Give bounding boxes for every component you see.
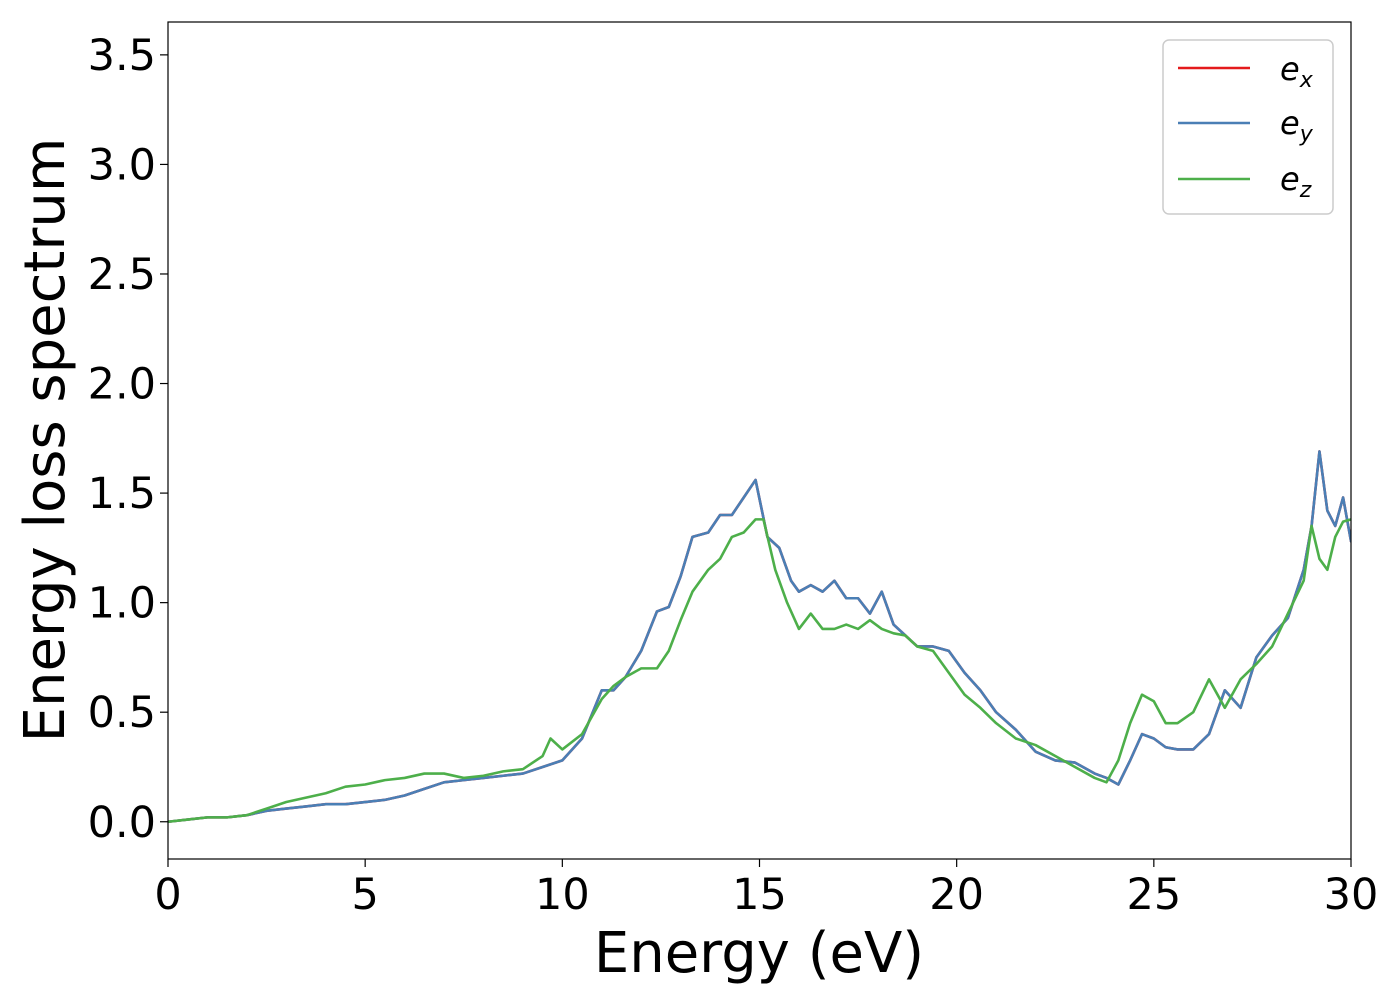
x-axis-label: Energy (eV) [594, 921, 924, 986]
legend-box [1162, 39, 1334, 215]
series-layer [168, 450, 1351, 824]
x-tick-label: 5 [351, 870, 378, 920]
y-tick-label: 0.0 [88, 798, 156, 848]
legend: ex ey ez [1162, 39, 1334, 215]
x-axis: 0 5 10 15 20 25 30 [154, 859, 1378, 920]
y-axis-label: Energy loss spectrum [13, 138, 78, 743]
y-tick-label: 2.0 [88, 360, 156, 410]
y-tick-label: 3.0 [88, 140, 156, 190]
y-tick-label: 0.5 [88, 688, 156, 738]
legend-label-ey: ey [1280, 104, 1314, 147]
x-tick-label: 0 [154, 870, 181, 920]
x-tick-label: 30 [1324, 870, 1379, 920]
y-tick-label: 3.5 [88, 31, 156, 81]
series-line-ez [168, 518, 1351, 824]
legend-label-ez: ez [1280, 160, 1312, 203]
x-tick-label: 15 [732, 870, 787, 920]
y-tick-label: 1.5 [88, 469, 156, 519]
y-axis: 0.0 0.5 1.0 1.5 2.0 2.5 3.0 3.5 [88, 31, 168, 848]
y-tick-label: 1.0 [88, 579, 156, 629]
legend-label-ex: ex [1280, 50, 1314, 93]
series-line-ey [168, 450, 1351, 824]
x-tick-label: 10 [535, 870, 590, 920]
x-tick-label: 20 [929, 870, 984, 920]
x-tick-label: 25 [1126, 870, 1181, 920]
y-tick-label: 2.5 [88, 250, 156, 300]
